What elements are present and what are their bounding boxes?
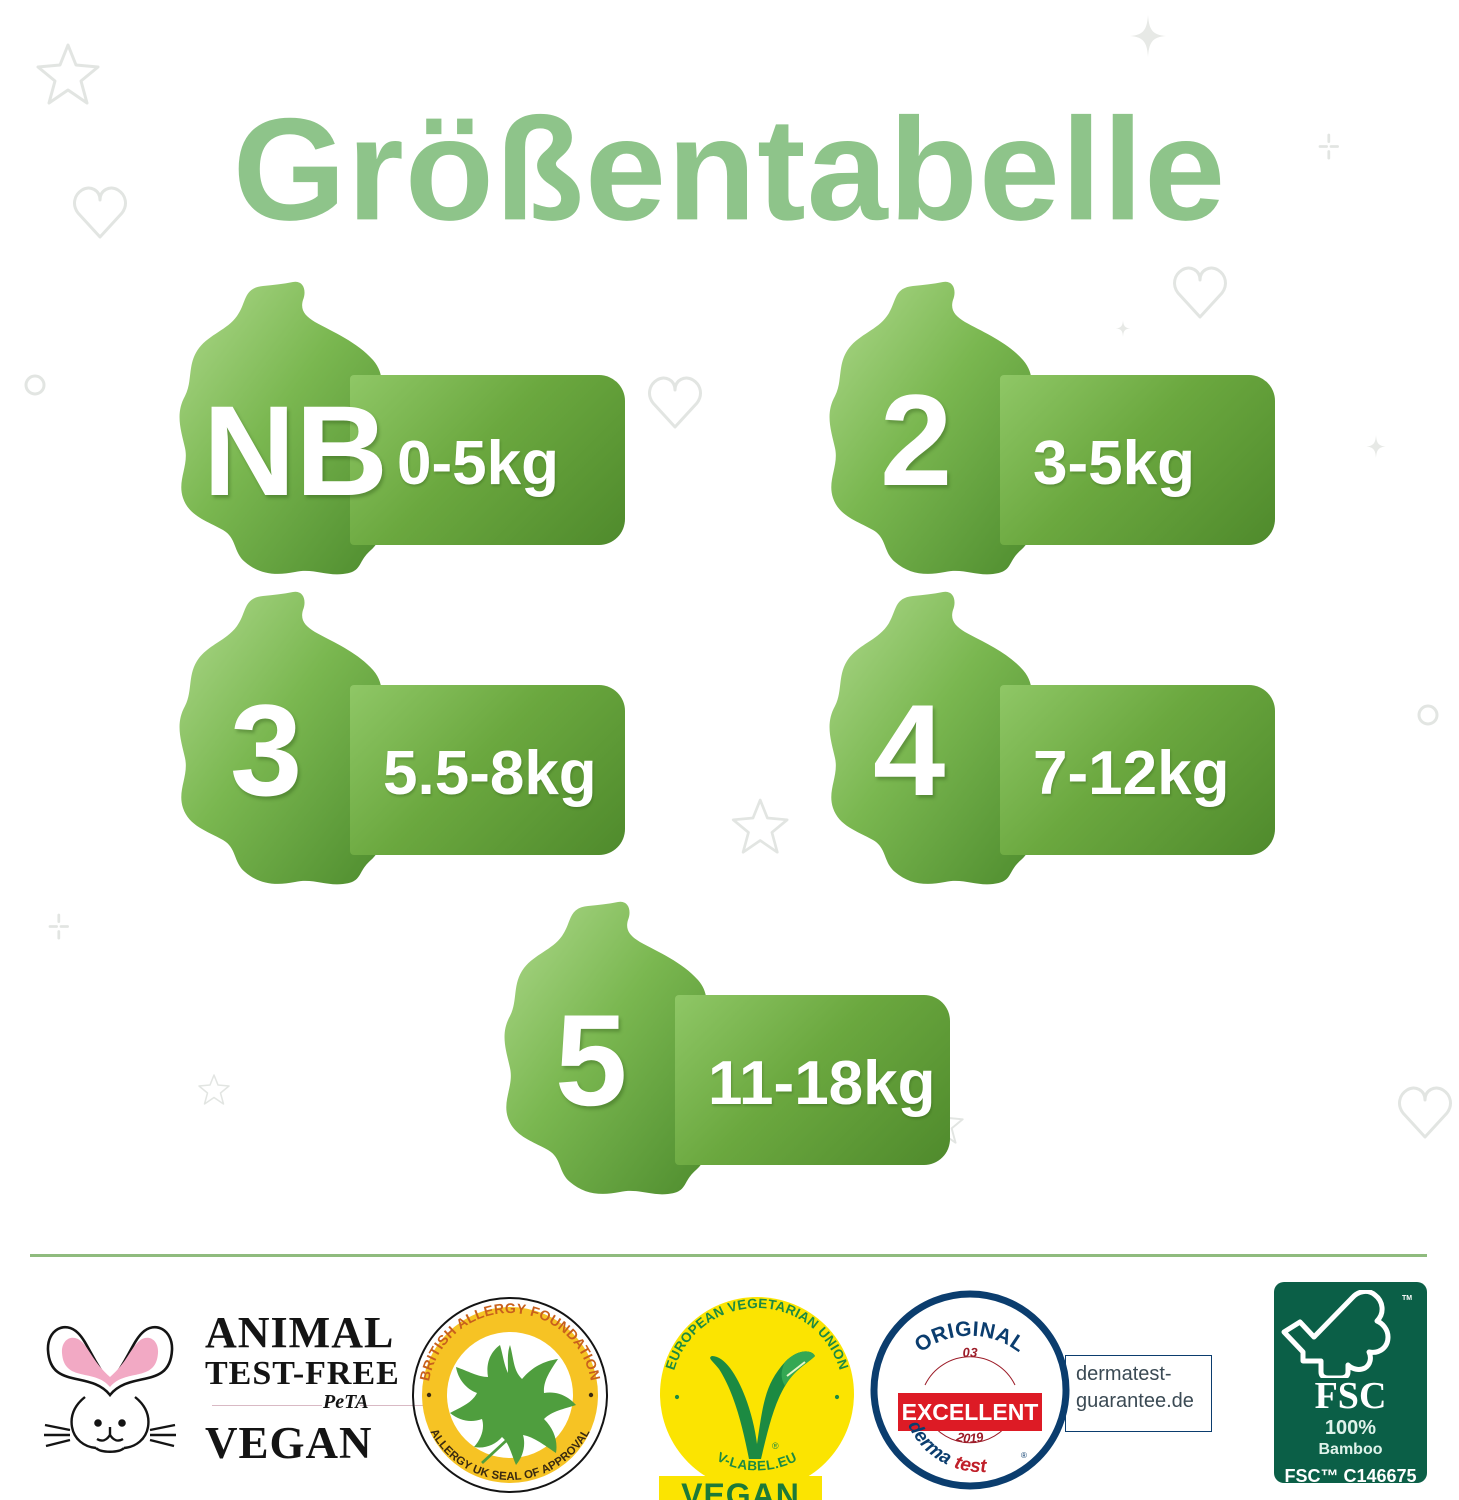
svg-text:®: ® [772,1441,779,1451]
svg-text:®: ® [1021,1451,1027,1460]
svg-text:TM: TM [1402,1295,1412,1302]
svg-text:2019: 2019 [954,1429,986,1446]
